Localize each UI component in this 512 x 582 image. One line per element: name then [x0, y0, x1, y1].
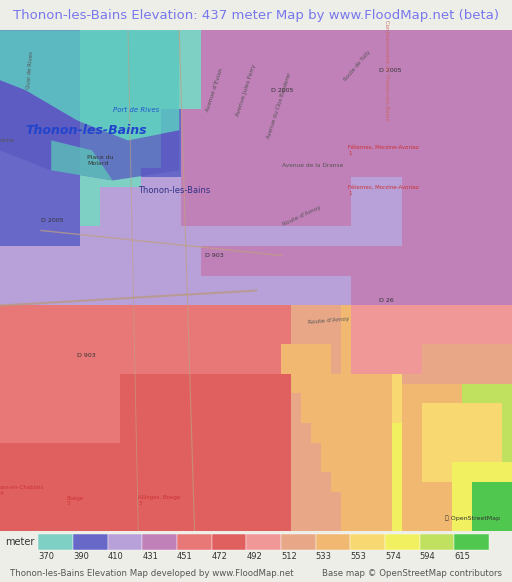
Text: Port de Rives: Port de Rives	[113, 107, 159, 113]
Bar	[246, 534, 281, 551]
Text: Base map © OpenStreetMap contributors: Base map © OpenStreetMap contributors	[322, 569, 502, 578]
Bar	[454, 534, 489, 551]
Bar	[385, 534, 420, 551]
Text: D 2005: D 2005	[379, 68, 401, 73]
Text: D 2005: D 2005	[41, 218, 63, 223]
Text: Avenue Jules Ferry: Avenue Jules Ferry	[236, 63, 257, 117]
Bar	[211, 534, 246, 551]
Text: Thonon-les-Bains Elevation Map developed by www.FloodMap.net: Thonon-les-Bains Elevation Map developed…	[10, 569, 294, 578]
Text: ons-en-Chablais
4: ons-en-Chablais 4	[0, 485, 44, 496]
Bar	[420, 534, 454, 551]
Text: Quai de Rives: Quai de Rives	[26, 51, 34, 90]
Text: 533: 533	[316, 552, 332, 561]
Text: Place du
Molard: Place du Molard	[87, 155, 114, 166]
Text: Boège
3: Boège 3	[67, 495, 84, 506]
Bar	[73, 534, 108, 551]
Text: Route d'Arnoy: Route d'Arnoy	[282, 204, 322, 226]
Text: Contournement de Thonon-les-Bains: Contournement de Thonon-les-Bains	[384, 20, 389, 120]
Text: Thonon-les-Bains: Thonon-les-Bains	[26, 124, 147, 137]
Bar	[281, 534, 316, 551]
Text: 594: 594	[420, 552, 435, 561]
Text: 615: 615	[454, 552, 470, 561]
Text: Avenue d'Evian: Avenue d'Evian	[205, 68, 224, 113]
Text: 410: 410	[108, 552, 123, 561]
Text: 553: 553	[350, 552, 366, 561]
Text: 370: 370	[38, 552, 54, 561]
Polygon shape	[51, 140, 113, 180]
Text: 574: 574	[385, 552, 401, 561]
Polygon shape	[0, 80, 179, 180]
Text: D 26: D 26	[379, 298, 394, 303]
Text: 🔍 OpenStreetMap: 🔍 OpenStreetMap	[445, 515, 500, 521]
Bar	[38, 534, 73, 551]
Polygon shape	[0, 30, 179, 140]
Bar	[350, 534, 385, 551]
Text: Féternes, Morzine-Avoriaz
1: Féternes, Morzine-Avoriaz 1	[348, 185, 419, 196]
Text: D 2005: D 2005	[271, 88, 294, 93]
Text: 451: 451	[177, 552, 193, 561]
Text: Avenue de la Dranse: Avenue de la Dranse	[282, 163, 343, 168]
Bar	[316, 534, 350, 551]
Text: 512: 512	[281, 552, 297, 561]
Text: 492: 492	[246, 552, 262, 561]
Text: niche: niche	[0, 138, 15, 143]
Text: Route d'Arnoy: Route d'Arnoy	[307, 316, 349, 325]
Bar	[142, 534, 177, 551]
Text: D 903: D 903	[77, 353, 96, 358]
Text: Thonon-les-Bains Elevation: 437 meter Map by www.FloodMap.net (beta): Thonon-les-Bains Elevation: 437 meter Ma…	[13, 9, 499, 22]
Text: Thonon-les-Bains: Thonon-les-Bains	[138, 186, 210, 195]
Text: Avenue du Clos Banderer: Avenue du Clos Banderer	[266, 72, 292, 139]
Text: Féternes, Morzine-Avoriaz
1: Féternes, Morzine-Avoriaz 1	[348, 145, 419, 156]
Bar	[177, 534, 211, 551]
Bar	[108, 534, 142, 551]
Text: Route de Tully: Route de Tully	[343, 49, 372, 81]
Text: 472: 472	[211, 552, 227, 561]
Text: 390: 390	[73, 552, 89, 561]
Text: Allinges, Boege
3: Allinges, Boege 3	[138, 495, 181, 506]
Text: meter: meter	[5, 537, 34, 547]
Text: D 903: D 903	[205, 253, 224, 258]
Text: 431: 431	[142, 552, 158, 561]
